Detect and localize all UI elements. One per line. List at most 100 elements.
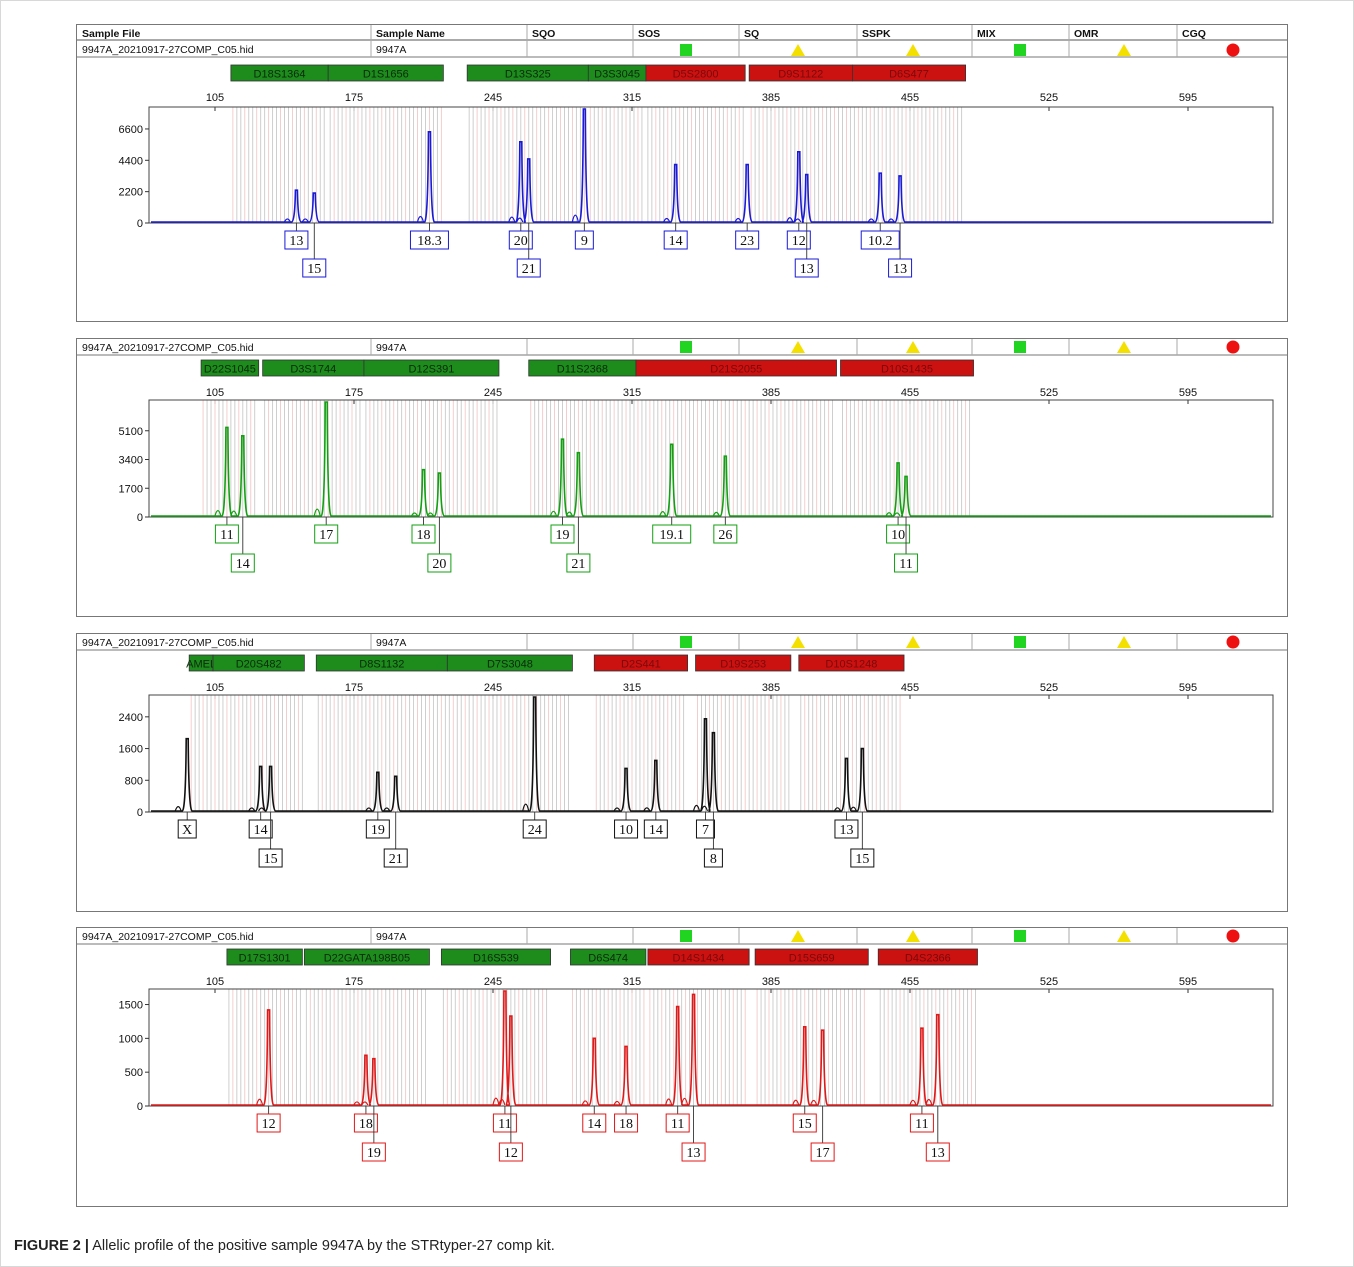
stutter-peak (174, 805, 182, 812)
plot-frame (148, 694, 1274, 813)
allele-call-label: 14 (669, 234, 683, 249)
x-tick-label: 315 (623, 682, 641, 694)
x-tick-label: 385 (762, 92, 780, 104)
plot-frame (148, 988, 1274, 1107)
stutter-peak (353, 1101, 361, 1106)
allele-call-box (248, 819, 273, 839)
allele-call-box (850, 848, 875, 868)
allele-call-label: X (182, 823, 192, 838)
allele-call-label: 10 (891, 528, 905, 543)
red-circle-icon (1226, 340, 1240, 354)
allele-call-box (427, 553, 452, 573)
allele-call-label: 10.2 (868, 234, 893, 249)
x-tick-label: 455 (901, 682, 919, 694)
allele-call-box (810, 1142, 835, 1162)
yellow-triangle-icon (791, 44, 805, 56)
allele-call-box (508, 230, 533, 250)
header-column-label: SQ (744, 28, 759, 40)
stutter-peak (248, 807, 256, 812)
green-square-icon (680, 930, 692, 942)
x-tick-label: 385 (762, 682, 780, 694)
sample-name: 9947A (376, 637, 406, 649)
yellow-triangle-icon (1117, 636, 1131, 648)
stutter-peak (565, 511, 573, 517)
x-tick-label: 105 (206, 976, 224, 988)
y-tick-label: 1600 (119, 744, 143, 756)
allele-call-label: 15 (855, 852, 869, 867)
allele-call-label: 13 (893, 262, 907, 277)
allele-call-box (582, 1113, 607, 1133)
electropherogram-chart-red: 9947A_20210917-27COMP_C05.hid 9947A D17S13… (77, 928, 1287, 1162)
marker-label: D1S1656 (363, 69, 409, 81)
stutter-peak (549, 510, 558, 517)
green-square-icon (1014, 636, 1026, 648)
allele-call-label: 14 (236, 557, 250, 572)
allele-call-box (214, 524, 239, 544)
allele-call-label: 15 (798, 1117, 812, 1132)
y-tick-label: 500 (125, 1067, 143, 1079)
allele-call-label: 18 (359, 1117, 373, 1132)
allele-call-box (925, 1142, 950, 1162)
marker-label: D22S1045 (204, 364, 256, 376)
electropherogram-panel-red: 9947A_20210917-27COMP_C05.hid 9947A D17S13… (76, 927, 1288, 1207)
marker-bin (327, 64, 444, 82)
electropherogram-chart-black: 9947A_20210917-27COMP_C05.hid 9947A AMEL D2… (77, 634, 1287, 868)
allele-call-label: 17 (816, 1146, 830, 1161)
marker-label: D15S659 (789, 953, 835, 965)
header-column-label: Sample Name (376, 28, 445, 40)
x-tick-label: 525 (1040, 682, 1058, 694)
yellow-triangle-icon (906, 341, 920, 353)
signal-trace (151, 108, 1271, 223)
marker-label: D16S539 (473, 953, 519, 965)
stutter-peak (498, 1099, 506, 1106)
allele-call-box (284, 230, 309, 250)
marker-label: D6S477 (889, 69, 929, 81)
allele-call-box (894, 553, 919, 573)
stutter-peak (794, 218, 802, 223)
sample-name: 9947A (376, 342, 406, 354)
marker-bin (446, 654, 573, 672)
allele-bin-lines (202, 400, 971, 517)
x-tick-label: 455 (901, 387, 919, 399)
allele-call-label: 21 (571, 557, 585, 572)
stutter-peak (659, 511, 667, 517)
allele-call-box (665, 1113, 690, 1133)
allele-call-box (713, 524, 738, 544)
marker-bin (645, 64, 746, 82)
plot-frame (148, 399, 1274, 518)
allele-call-box (886, 524, 911, 544)
red-circle-icon (1226, 43, 1240, 57)
y-tick-label: 5100 (119, 426, 143, 438)
x-tick-label: 385 (762, 387, 780, 399)
allele-call-label: 13 (289, 234, 303, 249)
stutter-peak (613, 807, 621, 812)
green-square-icon (1014, 44, 1026, 56)
caption-label: FIGURE 2 | (14, 1238, 89, 1254)
allele-call-box (681, 1142, 706, 1162)
marker-bin (798, 654, 905, 672)
allele-call-box (256, 1113, 281, 1133)
marker-label: D22GATA198B05 (324, 953, 410, 965)
stutter-peak (810, 1099, 818, 1106)
stutter-peak (283, 218, 291, 223)
yellow-triangle-icon (906, 44, 920, 56)
stutter-peak (365, 807, 373, 812)
stutter-peak (700, 805, 708, 812)
marker-bin (440, 948, 551, 966)
red-circle-icon (1226, 929, 1240, 943)
marker-bin (570, 948, 647, 966)
stutter-peak (508, 216, 516, 223)
stutter-peak (893, 512, 901, 517)
x-tick-label: 245 (484, 682, 502, 694)
stutter-peak (571, 214, 579, 223)
stutter-peak (867, 218, 875, 223)
stutter-peak (786, 217, 794, 223)
figure-caption: FIGURE 2 | Allelic profile of the positi… (14, 1238, 555, 1254)
marker-label: D19S253 (720, 659, 766, 671)
y-tick-label: 2400 (119, 712, 143, 724)
y-tick-label: 0 (137, 807, 143, 819)
marker-label: D11S2368 (557, 364, 608, 376)
allele-call-label: 20 (514, 234, 528, 249)
marker-label: D12S391 (409, 364, 455, 376)
electropherogram-panel-black: 9947A_20210917-27COMP_C05.hid 9947A AMEL D2… (76, 633, 1288, 912)
